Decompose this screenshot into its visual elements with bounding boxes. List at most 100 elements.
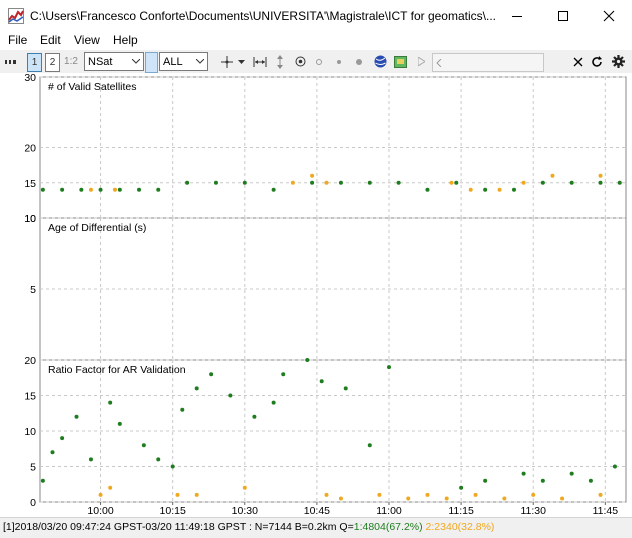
data-point [310,180,315,185]
data-point [425,492,430,497]
data-point [540,478,545,483]
data-point [444,496,449,501]
y-tick-label: 30 [24,73,36,84]
menu-file[interactable]: File [8,33,28,47]
reload-button[interactable] [590,53,604,70]
center-origin-icon[interactable] [220,53,234,70]
satellite-toggle[interactable] [145,52,158,73]
chevron-down-icon [129,59,143,64]
data-point [40,478,45,483]
rtkplot-app-icon[interactable] [8,8,24,24]
data-point [98,492,103,497]
data-point [540,180,545,185]
status-fix-count: 1:4804(67.2%) [353,521,423,533]
y-tick-label: 15 [24,178,36,190]
data-point [50,450,55,455]
data-point [242,180,247,185]
plot-type-select[interactable]: NSat [84,52,144,71]
time-scrollbar[interactable] [432,53,544,72]
data-point [117,421,122,426]
data-point [425,187,430,192]
map-image-icon[interactable] [393,53,407,70]
plot-area[interactable]: 30 20 15 10 # of Valid Satellites 10 5 Age of D… [0,73,632,517]
plot-2-button[interactable]: 2 [45,53,60,72]
globe-icon[interactable] [373,53,387,70]
marker-dot-icon[interactable] [333,53,345,70]
data-point [497,187,502,192]
panel-title: Ratio Factor for AR Validation [48,364,186,376]
reload-icon [592,55,602,67]
data-point [521,180,526,185]
data-point [88,457,93,462]
y-tick-label: 5 [30,284,36,296]
data-point [252,414,257,419]
play-icon[interactable] [415,53,427,70]
y-tick-label: 15 [24,391,36,403]
data-point [319,379,324,384]
settings-button[interactable] [611,53,625,70]
y-tick-label: 0 [30,497,36,509]
data-point [560,496,565,501]
close-window-button[interactable] [586,0,632,31]
x-tick-label: 11:15 [448,505,474,517]
x-tick-label: 11:00 [376,505,402,517]
data-point [588,478,593,483]
data-point [367,180,372,185]
data-point [483,478,488,483]
data-point [598,492,603,497]
x-tick-label: 10:00 [87,505,113,517]
data-point [98,187,103,192]
show-point-icon[interactable] [293,53,307,70]
plot-type-value: NSat [88,55,113,68]
minimize-button[interactable] [494,0,540,31]
window-title: C:\Users\Francesco Conforte\Documents\UN… [30,9,496,23]
data-point [324,492,329,497]
menu-bar: File Edit View Help [0,31,632,50]
marker-small-icon[interactable] [313,53,325,70]
data-point [550,173,555,178]
close-icon [603,10,615,21]
data-point [454,180,459,185]
data-point [449,180,454,185]
data-point [468,187,473,192]
data-point [228,393,233,398]
data-point [194,386,199,391]
menu-view[interactable]: View [74,33,100,47]
menu-edit[interactable]: Edit [40,33,61,47]
data-point [112,187,117,192]
marker-fill-icon[interactable] [353,53,365,70]
data-point [367,443,372,448]
data-point [338,180,343,185]
fit-horizontal-icon[interactable] [252,53,268,70]
data-point [338,496,343,501]
satellite-select[interactable]: ALL [159,52,208,71]
clear-button[interactable] [571,53,585,70]
data-point [377,492,382,497]
close-icon [573,57,583,66]
data-point [598,180,603,185]
data-point [310,173,315,178]
plot-1-2-button[interactable]: 1:2 [64,56,78,67]
data-point [531,492,536,497]
data-point [473,492,478,497]
fit-vertical-icon[interactable] [273,53,287,70]
data-point [213,180,218,185]
plot-1-button[interactable]: 1 [27,53,42,72]
data-point [156,457,161,462]
caret-down-icon[interactable] [236,53,246,70]
data-point [271,187,276,192]
panel-title: Age of Differential (s) [48,222,146,234]
data-point [569,471,574,476]
data-point [290,180,295,185]
title-bar: C:\Users\Francesco Conforte\Documents\UN… [0,0,632,31]
y-tick-label: 5 [30,462,36,474]
gear-icon [611,55,625,68]
data-point [185,180,190,185]
data-point [74,414,79,419]
maximize-button[interactable] [540,0,586,31]
data-point [209,372,214,377]
menu-help[interactable]: Help [113,33,138,47]
x-tick-label: 10:30 [232,505,258,517]
data-point [281,372,286,377]
data-point [305,358,310,362]
